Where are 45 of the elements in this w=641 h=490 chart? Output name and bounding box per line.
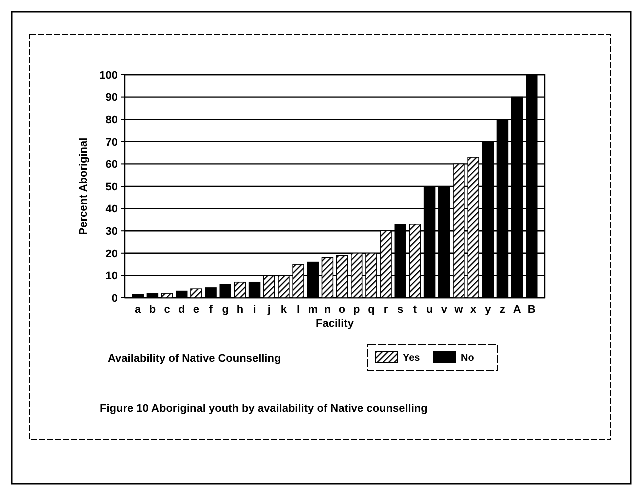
legend-label: Yes [403,353,421,364]
x-tick-label: t [413,304,418,316]
y-tick-label: 0 [112,292,118,305]
x-tick-label: h [236,304,244,316]
caption: Figure 10 Aboriginal youth by availability of Native counselling [100,403,428,415]
legend-label: No [461,353,474,364]
y-tick-label: 60 [106,159,118,172]
x-tick-label: d [178,304,186,316]
y-tick-label: 80 [106,114,118,126]
y-tick-label: 40 [106,204,118,216]
x-tick-label: b [149,304,156,316]
x-tick-label: s [398,304,404,316]
x-tick-label: q [368,304,375,316]
y-tick-label: 90 [106,92,118,104]
x-tick-label: i [253,304,256,316]
x-tick-label: z [500,304,506,316]
x-tick-label: g [222,304,229,316]
y-axis-title: Percent Aboriginal [78,138,90,236]
legend-title: Availability of Native Counselling [108,353,282,365]
x-tick-label: p [354,304,361,316]
x-tick-label: f [209,304,214,316]
x-tick-label: w [454,304,464,316]
x-tick-label: B [528,304,536,316]
y-tick-label: 50 [106,181,118,194]
y-tick-label: 20 [106,248,118,260]
x-tick-label: o [338,304,346,316]
x-tick-label: u [426,304,434,316]
x-tick-label: a [135,304,142,316]
x-tick-label: l [297,304,300,316]
x-tick-label: A [513,304,522,316]
x-tick-label: r [384,304,389,316]
x-axis-title: Facility [316,318,355,330]
x-tick-label: v [441,304,448,316]
x-tick-label: j [266,304,271,316]
y-tick-label: 100 [100,70,118,82]
y-tick-label: 10 [106,270,118,283]
x-tick-label: n [324,304,332,316]
x-tick-label: c [164,304,170,316]
x-tick-label: e [193,304,200,316]
x-tick-label: m [308,304,318,316]
x-tick-label: x [470,304,478,316]
x-tick-label: k [280,304,288,316]
x-tick-label: y [485,304,492,316]
y-tick-label: 70 [106,136,118,149]
y-tick-label: 30 [106,226,118,238]
